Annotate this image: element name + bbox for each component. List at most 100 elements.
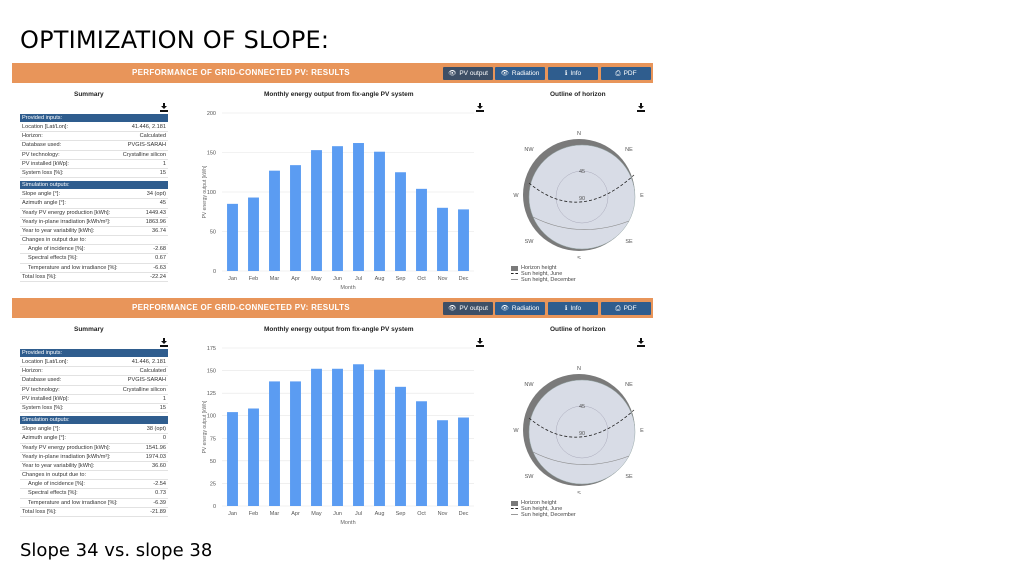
monthly-energy-chart: 0 25 50 75 100 125 150 175 Jan Feb Mar Apr May Jun Jul… bbox=[184, 338, 484, 528]
pv-output-button[interactable]: 👁 PV output bbox=[443, 67, 493, 80]
info-button[interactable]: ℹ Info bbox=[548, 302, 598, 315]
summary-row-value: -22.24 bbox=[150, 273, 166, 280]
horizon-label-c90: 90 bbox=[579, 196, 585, 202]
summary-row: Yearly PV energy production [kWh]: 1541.9… bbox=[20, 444, 168, 453]
bar-apr bbox=[290, 381, 301, 506]
x-tick-label: Oct bbox=[417, 276, 426, 282]
summary-row-value: 1 bbox=[162, 395, 166, 402]
download-icon[interactable] bbox=[160, 103, 168, 112]
summary-row: Slope angle [°]: 34 (opt) bbox=[20, 190, 168, 200]
eye-icon: 👁 bbox=[500, 305, 509, 312]
legend-swatch bbox=[511, 508, 518, 509]
summary-row: Angle of incidence [%]: -2.68 bbox=[20, 245, 168, 255]
bar-jan bbox=[227, 203, 238, 271]
button-label: PDF bbox=[623, 305, 637, 312]
summary-row: Total loss [%]: -21.89 bbox=[20, 508, 168, 517]
horizon-label-w: W bbox=[513, 428, 519, 434]
bar-dec bbox=[458, 417, 469, 506]
x-tick-label: Mar bbox=[270, 511, 280, 517]
radiation-button[interactable]: 👁 Radiation bbox=[495, 302, 545, 315]
y-tick-label: 100 bbox=[207, 190, 216, 196]
summary-row: Temperature and low irradiance [%]: -6.63 bbox=[20, 264, 168, 273]
download-icon[interactable] bbox=[637, 338, 645, 347]
summary-row: Location [Lat/Lon]: 41.446, 2.181 bbox=[20, 123, 168, 133]
summary-row: Slope angle [°]: 38 (opt) bbox=[20, 425, 168, 435]
bar-jun bbox=[332, 368, 343, 506]
summary-row: Yearly in-plane irradiation [kWh/m²]: 197… bbox=[20, 453, 168, 462]
horizon-svg: N NE E SE S SW W NW 45 90 bbox=[513, 366, 644, 497]
summary-row-label: Slope angle [°]: bbox=[22, 191, 61, 198]
bar-oct bbox=[416, 188, 427, 271]
horizon-plot: N NE E SE S SW W NW 45 90 bbox=[505, 364, 655, 497]
download-icon[interactable] bbox=[637, 103, 645, 112]
horizon-label-s: S bbox=[577, 256, 581, 259]
legend-swatch bbox=[511, 265, 518, 271]
radiation-button[interactable]: 👁 Radiation bbox=[495, 67, 545, 80]
x-tick-label: Apr bbox=[291, 511, 300, 517]
legend-item: Horizon height bbox=[511, 265, 576, 271]
results-panel-slope-38: PERFORMANCE OF GRID-CONNECTED PV: RESULT… bbox=[12, 298, 653, 531]
horizon-label-ne: NE bbox=[625, 382, 633, 388]
pdf-button[interactable]: ⎙ PDF bbox=[601, 302, 651, 315]
horizon-label-nw: NW bbox=[524, 147, 534, 153]
header-title: PERFORMANCE OF GRID-CONNECTED PV: RESULT… bbox=[132, 303, 350, 312]
legend-label: Horizon height bbox=[521, 265, 557, 271]
bar-mar bbox=[269, 381, 280, 506]
summary-row-label: Total loss [%]: bbox=[22, 508, 57, 515]
summary-row: Spectral effects [%]: 0.67 bbox=[20, 254, 168, 264]
summary-row: Azimuth angle [°]: 45 bbox=[20, 199, 168, 209]
legend-item: Sun height, June bbox=[511, 271, 576, 277]
bar-aug bbox=[374, 151, 385, 271]
summary-row-label: Temperature and low irradiance [%]: bbox=[28, 499, 118, 506]
summary-row-label: Spectral effects [%]: bbox=[28, 490, 78, 497]
summary-row-label: Temperature and low irradiance [%]: bbox=[28, 264, 118, 271]
download-icon[interactable] bbox=[160, 338, 168, 347]
y-tick-label: 50 bbox=[210, 230, 216, 236]
summary-row-label: Year to year variability [kWh]: bbox=[22, 227, 95, 234]
summary-row-value: 36.74 bbox=[152, 227, 166, 234]
legend-swatch bbox=[511, 514, 518, 515]
bar-nov bbox=[437, 420, 448, 506]
pdf-button[interactable]: ⎙ PDF bbox=[601, 67, 651, 80]
bar-oct bbox=[416, 401, 427, 506]
y-tick-label: 75 bbox=[210, 436, 216, 442]
printer-icon: ⎙ bbox=[615, 70, 621, 77]
x-axis-label: Month bbox=[340, 285, 355, 291]
bar-chart-svg: 0 50 100 150 200 Jan Feb Mar Apr May Jun Jul Aug Sep O… bbox=[202, 111, 474, 291]
summary-row-label: System loss [%]: bbox=[22, 404, 64, 411]
pv-output-button[interactable]: 👁 PV output bbox=[443, 302, 493, 315]
summary-row-label: Year to year variability [kWh]: bbox=[22, 462, 95, 469]
bar-dec bbox=[458, 209, 469, 271]
summary-row-label: System loss [%]: bbox=[22, 169, 64, 176]
bar-may bbox=[311, 150, 322, 271]
download-icon-base bbox=[637, 345, 645, 347]
summary-row-value: 1 bbox=[162, 160, 166, 167]
summary-row-label: Location [Lat/Lon]: bbox=[22, 124, 69, 130]
info-button[interactable]: ℹ Info bbox=[548, 67, 598, 80]
summary-row-label: Yearly in-plane irradiation [kWh/m²]: bbox=[22, 453, 111, 460]
summary-table: Provided inputs: Location [Lat/Lon]: 41.44… bbox=[20, 349, 168, 517]
bar-sep bbox=[395, 386, 406, 506]
download-icon[interactable] bbox=[476, 103, 484, 112]
summary-row-label: Azimuth angle [°]: bbox=[22, 435, 66, 442]
horizon-plot: N NE E SE S SW W NW 45 90 bbox=[505, 129, 655, 262]
results-panel-slope-34: PERFORMANCE OF GRID-CONNECTED PV: RESULT… bbox=[12, 63, 653, 293]
summary-table: Provided inputs: Location [Lat/Lon]: 41.44… bbox=[20, 114, 168, 282]
download-icon[interactable] bbox=[476, 338, 484, 347]
eye-icon: 👁 bbox=[448, 70, 457, 77]
x-tick-label: Dec bbox=[459, 511, 469, 517]
summary-row-label: Yearly in-plane irradiation [kWh/m²]: bbox=[22, 218, 111, 225]
summary-row-value: -6.63 bbox=[153, 264, 166, 271]
summary-row-value: 15 bbox=[159, 404, 166, 411]
summary-row: Horizon: Calculated bbox=[20, 132, 168, 142]
summary-row-label: Changes in output due to: bbox=[22, 237, 87, 244]
summary-row: Database used: PVGIS-SARAH bbox=[20, 141, 168, 151]
summary-row-label: Angle of incidence [%]: bbox=[28, 246, 85, 253]
summary-row-value: 34 (opt) bbox=[146, 191, 166, 198]
summary-row: System loss [%]: 15 bbox=[20, 169, 168, 179]
x-tick-label: Jan bbox=[228, 511, 237, 517]
legend-swatch bbox=[511, 273, 518, 274]
summary-row: Changes in output due to: bbox=[20, 236, 168, 246]
info-icon: ℹ bbox=[564, 305, 568, 312]
x-tick-label: Jul bbox=[355, 276, 362, 282]
